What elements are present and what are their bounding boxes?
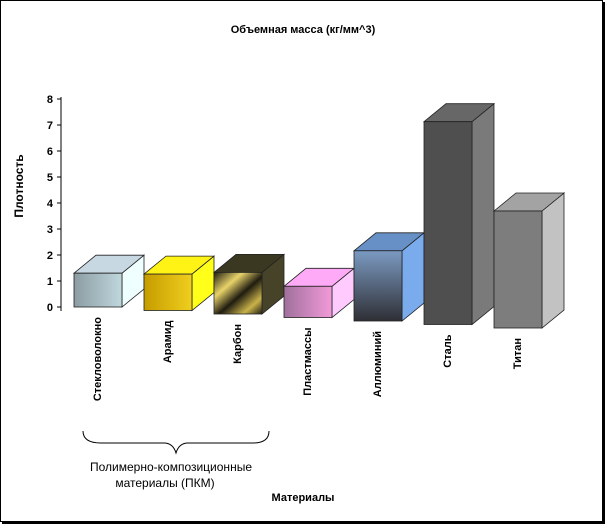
bar-front-face [213, 271, 263, 315]
y-axis-ticks: 0 1 2 3 4 5 6 7 8 [47, 94, 61, 314]
bars-group [72, 102, 566, 329]
y-tick-label: 4 [47, 198, 54, 210]
bar [282, 267, 356, 319]
group-label-line2: материалы (ПКМ) [115, 476, 214, 490]
bar [212, 253, 286, 315]
bar-front-face [143, 273, 193, 311]
bar-front-face [73, 272, 123, 308]
y-tick-label: 7 [47, 120, 53, 132]
y-tick-label: 1 [47, 276, 53, 288]
bar-front-face [283, 285, 333, 318]
bar-side-face [471, 102, 495, 326]
category-label: Стекловолокно [92, 317, 104, 401]
y-tick-label: 2 [47, 250, 53, 262]
category-label: Сталь [442, 334, 454, 367]
y-axis-label: Плотность [12, 154, 26, 217]
category-label: Аллюминий [372, 331, 384, 397]
x-axis-label: Материалы [272, 492, 335, 504]
bar-front-face [353, 250, 403, 322]
category-label: Пластмассы [302, 328, 314, 396]
bar-side-face [541, 192, 565, 329]
bar [142, 255, 216, 312]
bar [422, 102, 496, 326]
bar-front-face [423, 121, 473, 325]
y-tick-label: 5 [47, 172, 53, 184]
y-tick-label: 8 [47, 94, 53, 106]
bar [492, 192, 566, 329]
category-labels: Стекловолокно Арамид Карбон Пластмассы Аллюм… [92, 317, 524, 401]
y-tick-label: 3 [47, 224, 53, 236]
bar-front-face [493, 210, 543, 329]
y-tick-label: 0 [47, 302, 53, 314]
group-label-line1: Полимерно-композиционные [90, 460, 252, 474]
y-tick-label: 6 [47, 146, 53, 158]
category-label: Арамид [162, 320, 174, 363]
chart-title: Объемная масса (кг/мм^3) [231, 24, 376, 36]
category-label: Карбон [232, 324, 244, 364]
bar [72, 254, 146, 308]
category-label: Титан [512, 338, 524, 369]
bar [352, 231, 426, 322]
group-brace [82, 430, 270, 455]
